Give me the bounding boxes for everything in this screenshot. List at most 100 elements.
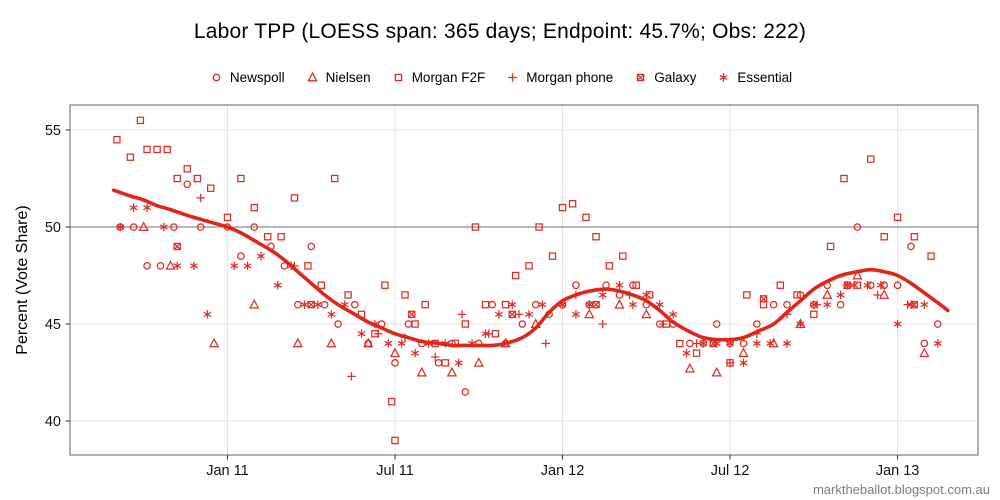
- legend-item-morgan-phone: Morgan phone: [504, 70, 613, 85]
- point-asterisk: [300, 300, 309, 309]
- point-circle: [907, 242, 915, 251]
- point-plus: [598, 319, 607, 329]
- point-square: [893, 213, 902, 222]
- point-circle: [920, 339, 929, 348]
- point-triangle: [879, 289, 890, 299]
- point-asterisk: [752, 339, 761, 348]
- point-square: [290, 194, 299, 202]
- legend-label: Morgan phone: [526, 70, 614, 85]
- point-asterisk: [538, 300, 547, 309]
- point-triangle: [138, 221, 149, 231]
- point-square: [330, 174, 339, 183]
- point-asterisk: [809, 300, 818, 309]
- point-asterisk: [598, 290, 607, 300]
- y-axis-title: Percent (Vote Share): [14, 205, 31, 355]
- point-plus: [725, 358, 735, 368]
- point-circle: [156, 262, 165, 270]
- point-square: [880, 233, 888, 241]
- point-square: [558, 203, 567, 212]
- point-asterisk: [454, 358, 463, 368]
- point-plus: [374, 329, 383, 338]
- point-triangle: [584, 308, 595, 319]
- point-square: [263, 233, 272, 241]
- point-square: [481, 300, 490, 309]
- point-triangle: [711, 366, 722, 377]
- y-tick-label: 45: [45, 317, 61, 333]
- point-square: [826, 242, 835, 251]
- point-square: [793, 291, 801, 299]
- point-square: [317, 281, 326, 289]
- legend-label: Morgan F2F: [411, 70, 486, 85]
- point-square: [421, 300, 429, 309]
- point-square: [840, 174, 848, 183]
- point-asterisk: [143, 203, 152, 212]
- point-triangle: [165, 260, 176, 270]
- point-square: [136, 116, 145, 125]
- point-square: [676, 339, 684, 348]
- point-triangle: [363, 337, 374, 348]
- point-asterisk: [615, 281, 624, 290]
- point-square: [237, 174, 245, 183]
- gridlines: [70, 105, 978, 455]
- point-plus: [457, 310, 467, 319]
- point-circle: [853, 223, 862, 231]
- point-asterisk: [766, 339, 775, 348]
- point-asterisk: [907, 300, 915, 309]
- point-asterisk: [508, 300, 517, 309]
- legend-label: Essential: [737, 70, 793, 85]
- point-square-cross: [508, 310, 516, 319]
- point-square: [619, 252, 627, 260]
- point-square: [867, 155, 875, 163]
- chart-title: Labor TPP (LOESS span: 365 days; Endpoin…: [193, 20, 807, 43]
- point-triangle: [326, 337, 337, 348]
- point-square: [501, 300, 510, 309]
- square-cross-marker-icon: [637, 73, 645, 82]
- circle-marker-icon: [212, 73, 221, 82]
- point-circle: [893, 281, 902, 290]
- point-asterisk: [481, 329, 490, 338]
- point-asterisk: [933, 339, 942, 348]
- x-tick-label: Jan 13: [876, 463, 920, 479]
- asterisk-marker-icon: [719, 73, 728, 82]
- legend-label: Nielsen: [325, 70, 371, 85]
- point-asterisk: [525, 310, 533, 319]
- point-asterisk: [628, 300, 637, 309]
- point-square: [582, 213, 590, 222]
- legend-item-nielsen: Nielsen: [304, 70, 371, 85]
- point-asterisk: [230, 261, 239, 271]
- point-circle: [143, 262, 151, 270]
- point-square: [776, 281, 785, 289]
- point-asterisk: [129, 203, 138, 212]
- triangle-marker-icon: [306, 71, 318, 82]
- point-circle: [712, 320, 721, 328]
- point-circle: [434, 359, 443, 367]
- point-plus: [692, 339, 701, 348]
- point-circle: [753, 320, 761, 328]
- point-circle: [461, 388, 470, 396]
- point-square: [126, 153, 135, 161]
- point-asterisk: [357, 329, 366, 338]
- point-triangle: [249, 298, 260, 309]
- point-square-cross: [592, 300, 600, 309]
- point-plus: [658, 319, 668, 329]
- axes: Jan 11 Jul 11 Jan 12 Jul 12 Jan 13 40 45 50 55: [45, 123, 920, 479]
- point-square: [525, 262, 533, 270]
- point-triangle: [292, 337, 303, 348]
- point-plus: [347, 372, 356, 381]
- point-triangle: [641, 308, 652, 319]
- point-circle: [518, 320, 527, 328]
- point-asterisk: [243, 261, 252, 271]
- legend-item-newspoll: Newspoll: [208, 70, 285, 85]
- y-tick-label: 40: [45, 414, 61, 430]
- point-triangle: [852, 269, 863, 280]
- point-circle: [250, 223, 259, 231]
- point-square: [743, 291, 751, 299]
- point-square-cross: [759, 295, 768, 303]
- point-asterisk: [273, 281, 282, 290]
- series-morgan-f2f: [113, 116, 935, 445]
- point-asterisk: [571, 310, 580, 319]
- y-tick-label: 55: [45, 123, 61, 139]
- point-circle: [933, 320, 942, 328]
- point-plus: [873, 290, 882, 300]
- legend-item-morgan-f2f: Morgan F2F: [390, 70, 486, 85]
